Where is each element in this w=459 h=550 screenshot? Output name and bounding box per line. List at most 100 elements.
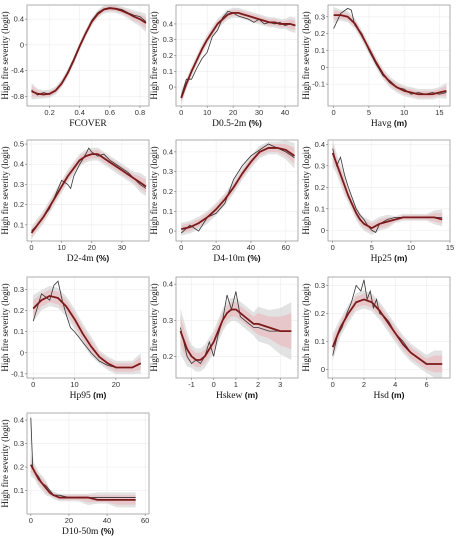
plot-area xyxy=(30,147,147,240)
y-tick-label-0: -0.1 xyxy=(312,80,325,89)
confidence-band xyxy=(333,10,447,98)
x-axis-unit: (m) xyxy=(242,390,258,400)
fitted-line xyxy=(331,152,443,230)
x-tick-label-3: 0.8 xyxy=(135,108,145,117)
fitted-line xyxy=(180,11,296,99)
y-tick-label-3: 0.3 xyxy=(163,35,173,44)
x-tick-label-0: 0.2 xyxy=(44,108,54,117)
x-tick-label-1: 10 xyxy=(57,243,65,252)
y-tick-label-4: 0.4 xyxy=(315,140,325,149)
y-tick-label-1: 0.1 xyxy=(163,207,173,216)
x-tick-label-2: 0.6 xyxy=(105,108,115,117)
x-tick-label-3: 15 xyxy=(446,243,454,252)
outer-band xyxy=(332,140,443,235)
y-axis-label: High fire severity (logit) xyxy=(0,419,10,507)
y-tick-label-3: 0.4 xyxy=(14,15,24,24)
y-tick-label-2: 0.3 xyxy=(14,180,24,189)
x-axis-unit: (%) xyxy=(245,253,261,263)
x-tick-label-0: 0 xyxy=(331,243,335,252)
y-tick-label-0: 0 xyxy=(169,83,173,92)
y-tick-label-4: 0.4 xyxy=(163,147,173,156)
x-tick-label-0: 0 xyxy=(332,108,336,117)
x-tick-label-0: 0 xyxy=(29,516,33,525)
x-tick-label-1: 0 xyxy=(212,380,216,389)
plot-area xyxy=(32,280,142,375)
x-tick-label-2: 20 xyxy=(229,108,237,117)
outer-band xyxy=(333,7,447,100)
x-axis-unit: (%) xyxy=(94,253,110,263)
x-tick-label-0: 0 xyxy=(179,243,183,252)
x-tick-label-1: 10 xyxy=(203,108,211,117)
fitted-line xyxy=(331,298,443,365)
y-axis-label: High fire severity (logit) xyxy=(301,283,311,371)
chart-panel-1: -0.8 -0.4 0 0.4 0.2 0.4 0.6 0.8 High fire severi… xyxy=(0,4,150,129)
x-tick-label-2: 10 xyxy=(407,243,415,252)
x-tick-label-2: 1 xyxy=(234,380,238,389)
y-tick-label-2: 0.2 xyxy=(163,51,173,60)
x-axis-name: D2-4m xyxy=(67,254,95,264)
x-axis-unit: (m) xyxy=(91,390,107,400)
x-tick-label-1: 0.4 xyxy=(74,108,84,117)
plot-area xyxy=(30,417,136,508)
x-axis-name: Hskew xyxy=(216,391,243,401)
y-tick-label-3: 0.2 xyxy=(14,306,24,315)
x-tick-label-3: 15 xyxy=(435,108,443,117)
y-tick-label-0: -0.8 xyxy=(11,92,24,101)
chart-panel-9: 0 0.1 0.2 0.3 0 2 4 6 High fire severity (logit)… xyxy=(301,276,451,401)
plot-area xyxy=(331,279,443,378)
x-axis-name: Havg xyxy=(371,119,392,129)
y-tick-label-1: 0 xyxy=(20,348,24,357)
fitted-line xyxy=(31,7,147,96)
y-axis-label: High fire severity (logit) xyxy=(301,11,311,99)
y-tick-label-2: 0.2 xyxy=(315,183,325,192)
y-tick-label-1: 0.2 xyxy=(14,200,24,209)
y-tick-label-1: 0.3 xyxy=(163,316,173,325)
x-axis-unit: (m) xyxy=(389,390,405,400)
x-axis-label: Havg (m) xyxy=(371,118,407,129)
y-axis-label: High fire severity (logit) xyxy=(0,146,10,234)
y-tick-label-2: 0.2 xyxy=(315,309,325,318)
x-axis-label: Hp25 (m) xyxy=(371,253,408,264)
y-tick-label-4: 0.3 xyxy=(315,12,325,21)
chart-panel-10: 0.1 0.2 0.3 0.4 0 20 40 60 High fire severity (l… xyxy=(0,412,150,537)
y-tick-label-2: 0.1 xyxy=(14,327,24,336)
y-tick-label-3: 0.3 xyxy=(315,281,325,290)
x-tick-label-1: 20 xyxy=(65,516,73,525)
x-axis-name: FCOVER xyxy=(69,119,107,129)
y-tick-label-2: 0.3 xyxy=(14,439,24,448)
x-tick-label-4: 3 xyxy=(278,380,282,389)
x-tick-label-3: 2 xyxy=(256,380,260,389)
x-tick-label-2: 40 xyxy=(103,516,111,525)
observed-line xyxy=(180,291,292,365)
y-tick-label-4: 0.4 xyxy=(163,19,173,28)
plot-frame xyxy=(175,276,299,379)
x-tick-label-3: 30 xyxy=(255,108,263,117)
x-tick-label-1: 2 xyxy=(362,380,366,389)
plot-frame xyxy=(26,276,150,379)
y-tick-label-0: 0.1 xyxy=(14,486,24,495)
y-tick-label-4: 0.3 xyxy=(14,285,24,294)
x-axis-label: D10-50m (%) xyxy=(62,526,114,537)
chart-panel-5: 0 0.1 0.2 0.3 0.4 0 20 40 60 High fire severity (… xyxy=(149,139,299,264)
plot-area xyxy=(331,140,443,235)
y-tick-label-0: 0 xyxy=(169,227,173,236)
y-tick-label-1: 0.1 xyxy=(163,67,173,76)
x-axis-label: D2-4m (%) xyxy=(67,253,110,264)
x-tick-label-2: 4 xyxy=(393,380,397,389)
x-tick-label-2: 10 xyxy=(400,108,408,117)
chart-panel-2: 0 0.1 0.2 0.3 0.4 0 10 20 30 40 High fire severity… xyxy=(149,4,299,129)
x-axis-label: D4-10m (%) xyxy=(213,253,260,264)
y-axis-label: High fire severity (logit) xyxy=(301,146,311,234)
x-tick-label-3: 30 xyxy=(118,243,126,252)
x-tick-label-4: 40 xyxy=(281,108,289,117)
y-tick-label-2: 0.1 xyxy=(315,46,325,55)
y-tick-label-1: -0.4 xyxy=(11,66,24,75)
x-axis-name: Hp95 xyxy=(70,391,91,401)
confidence-band xyxy=(181,143,295,234)
y-tick-label-2: 0.2 xyxy=(163,187,173,196)
y-tick-label-2: 0.4 xyxy=(163,280,173,289)
x-tick-label-3: 60 xyxy=(141,516,149,525)
y-tick-label-1: 0.2 xyxy=(14,463,24,472)
x-axis-label: FCOVER xyxy=(69,119,107,129)
